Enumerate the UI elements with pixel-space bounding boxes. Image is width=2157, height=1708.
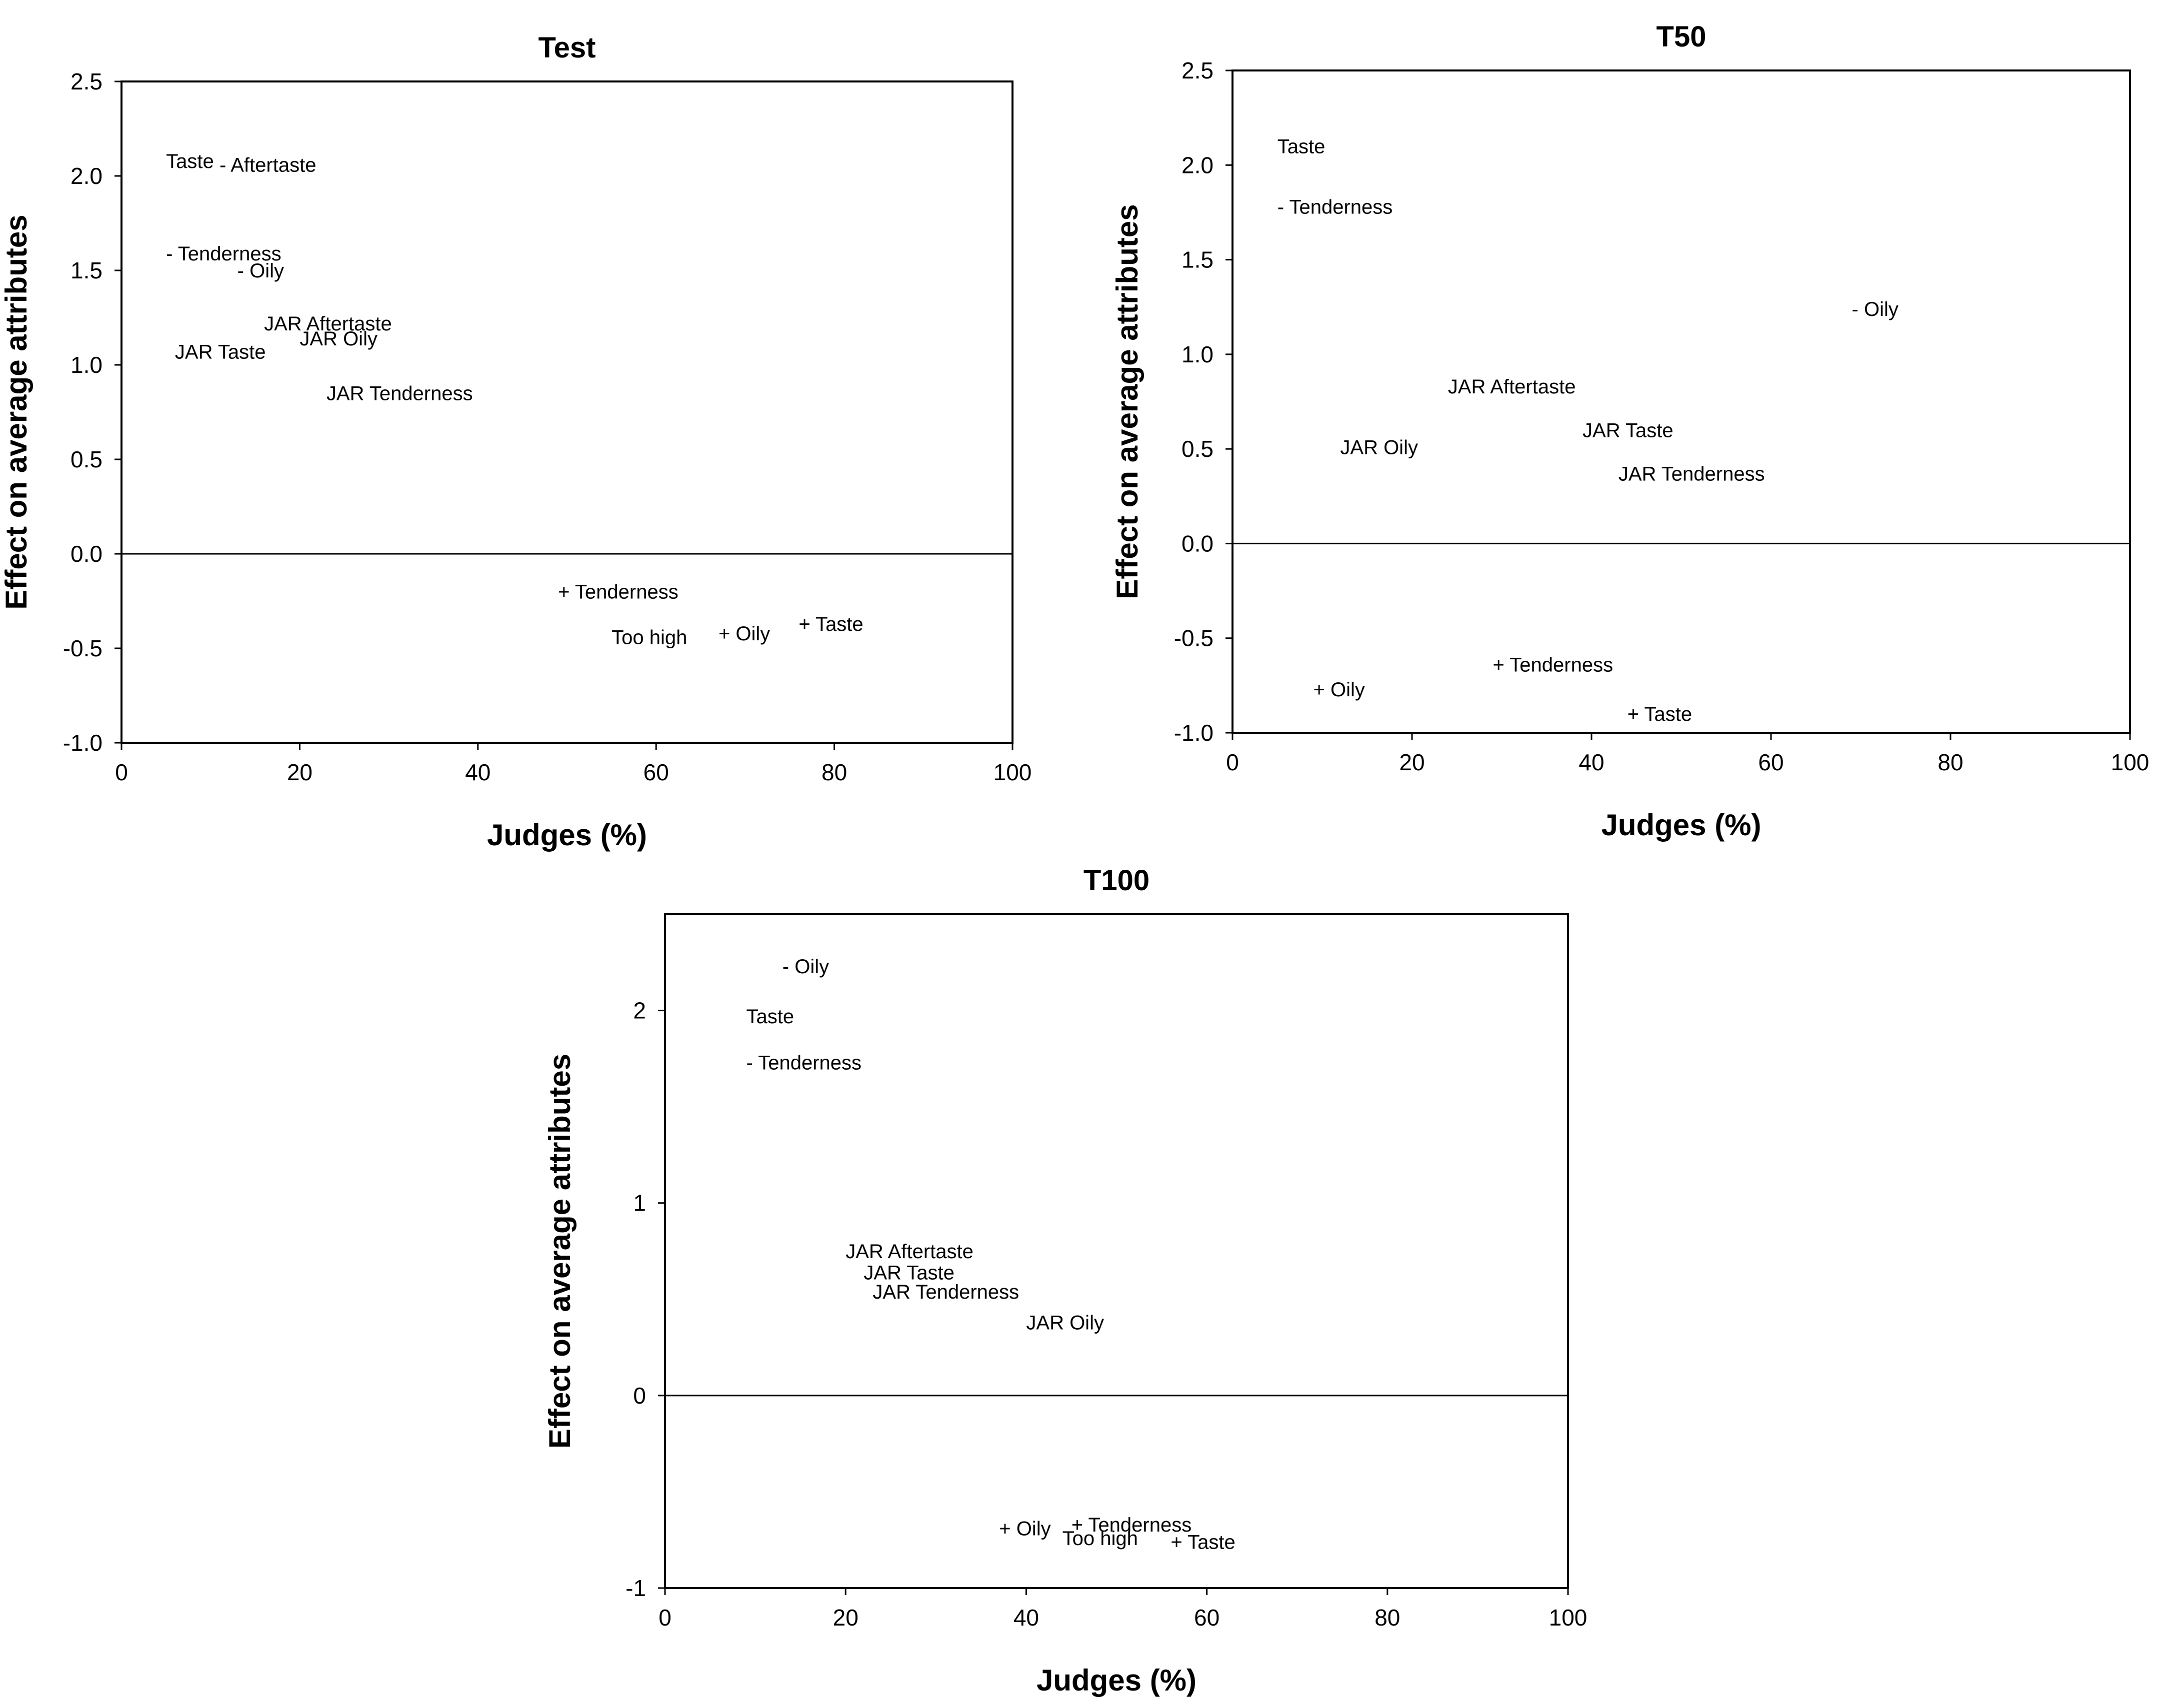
chart-title: T50	[1656, 20, 1706, 53]
plot-frame	[120, 80, 1014, 744]
x-tick-label: 40	[1014, 1605, 1039, 1631]
x-tick-label: 20	[1399, 749, 1424, 775]
data-point-label: JAR Aftertaste	[1448, 376, 1576, 398]
x-tick-label: 0	[658, 1605, 672, 1631]
data-point-label: JAR Aftertaste	[264, 313, 392, 335]
chart-title: T100	[1084, 864, 1150, 897]
y-tick-label: 1.5	[70, 257, 102, 283]
data-point-label: + Oily	[1314, 679, 1365, 701]
chart-3: T100 0 20 40 60 80 100 -1 0 1 2 Judges (%) Effect on…	[543, 864, 1587, 1697]
data-point-label: JAR Oily	[300, 328, 378, 350]
x-tick-label: 0	[1226, 749, 1239, 775]
x-tick-label: 80	[1938, 749, 1963, 775]
x-tick-label: 20	[833, 1605, 858, 1631]
y-tick-label: 2.5	[1182, 57, 1214, 83]
data-point-label: JAR Tenderness	[1618, 463, 1765, 485]
x-tick-label: 0	[115, 759, 128, 785]
y-axis-label: Effect on average attributes	[543, 1054, 576, 1449]
data-point-label: Too high	[612, 626, 687, 648]
data-point-label: - Oily	[1852, 298, 1898, 320]
x-axis-label: Judges (%)	[487, 818, 647, 852]
data-point-label: - Tenderness	[1278, 196, 1393, 218]
y-tick-label: 0	[633, 1383, 646, 1409]
data-point-label: - Tenderness	[746, 1052, 862, 1074]
x-axis-label: Judges (%)	[1601, 808, 1761, 842]
data-point-label: JAR Aftertaste	[846, 1241, 974, 1263]
data-point-label: JAR Oily	[1026, 1312, 1104, 1334]
data-point-label: + Taste	[1628, 703, 1692, 725]
chart-title: Test	[538, 31, 596, 64]
data-point-label: + Oily	[999, 1518, 1050, 1540]
data-point-label: + Oily	[718, 623, 770, 645]
x-tick-label: 60	[1758, 749, 1784, 775]
x-axis-label: Judges (%)	[1036, 1664, 1196, 1697]
y-tick-label: 0.5	[70, 446, 102, 472]
data-point-label: - Oily	[782, 956, 829, 978]
data-point-label: - Oily	[238, 260, 284, 282]
y-tick-label: 1.0	[1182, 341, 1214, 367]
y-tick-label: 2.0	[1182, 152, 1214, 178]
x-tick-label: 100	[994, 759, 1032, 785]
y-tick-label: -0.5	[63, 635, 102, 661]
x-tick-label: 100	[2111, 749, 2150, 775]
x-tick-label: 20	[287, 759, 312, 785]
y-tick-label: 0.5	[1182, 436, 1214, 462]
data-point-label: - Aftertaste	[220, 154, 316, 176]
y-tick-label: 1.0	[70, 352, 102, 378]
plot-frame	[664, 913, 1569, 1589]
chart-1: Test 0 20 40 60 80 100 -1.0 -0.5 0.0 0.5 1.0 1.5 2.0 2…	[0, 31, 1032, 852]
plot-frame	[1232, 69, 2131, 734]
data-point-label: + Taste	[798, 613, 863, 635]
y-tick-label: -0.5	[1174, 625, 1214, 651]
data-point-label: + Tenderness	[1493, 654, 1614, 676]
data-point-label: JAR Tenderness	[872, 1281, 1019, 1303]
data-point-label: Too high	[1062, 1528, 1138, 1550]
x-tick-label: 80	[822, 759, 847, 785]
x-tick-label: 60	[644, 759, 669, 785]
y-tick-label: -1.0	[63, 730, 102, 756]
data-point-label: JAR Tenderness	[326, 383, 473, 405]
data-point-label: JAR Taste	[175, 341, 266, 363]
y-tick-label: 2	[633, 998, 646, 1024]
data-point-label: Taste	[1278, 135, 1326, 157]
y-axis-label: Effect on average attributes	[0, 214, 33, 609]
x-tick-label: 40	[1578, 749, 1604, 775]
y-tick-label: 1	[633, 1190, 646, 1216]
y-tick-label: -1.0	[1174, 720, 1214, 746]
y-tick-label: 2.5	[70, 68, 102, 94]
y-tick-label: 0.0	[70, 541, 102, 567]
data-point-label: + Tenderness	[1072, 1514, 1192, 1536]
data-point-label: - Tenderness	[166, 243, 282, 265]
y-tick-label: -1	[626, 1575, 646, 1601]
chart-2: T50 0 20 40 60 80 100 -1.0 -0.5 0.0 0.5 1.0 1.5 2.0 2.…	[1110, 20, 2149, 842]
data-point-label: JAR Taste	[1582, 419, 1674, 441]
data-point-label: + Taste	[1170, 1532, 1235, 1554]
x-tick-label: 60	[1194, 1605, 1220, 1631]
data-point-label: Taste	[746, 1006, 794, 1028]
data-point-label: + Tenderness	[558, 581, 678, 603]
x-tick-label: 100	[1549, 1605, 1588, 1631]
x-tick-label: 40	[465, 759, 490, 785]
data-point-label: JAR Taste	[864, 1262, 954, 1284]
y-tick-label: 0.0	[1182, 530, 1214, 556]
data-point-label: Taste	[166, 150, 214, 172]
x-tick-label: 80	[1374, 1605, 1400, 1631]
y-tick-label: 2.0	[70, 163, 102, 189]
y-tick-label: 1.5	[1182, 247, 1214, 273]
y-axis-label: Effect on average attributes	[1110, 204, 1144, 599]
data-point-label: JAR Oily	[1340, 436, 1418, 458]
